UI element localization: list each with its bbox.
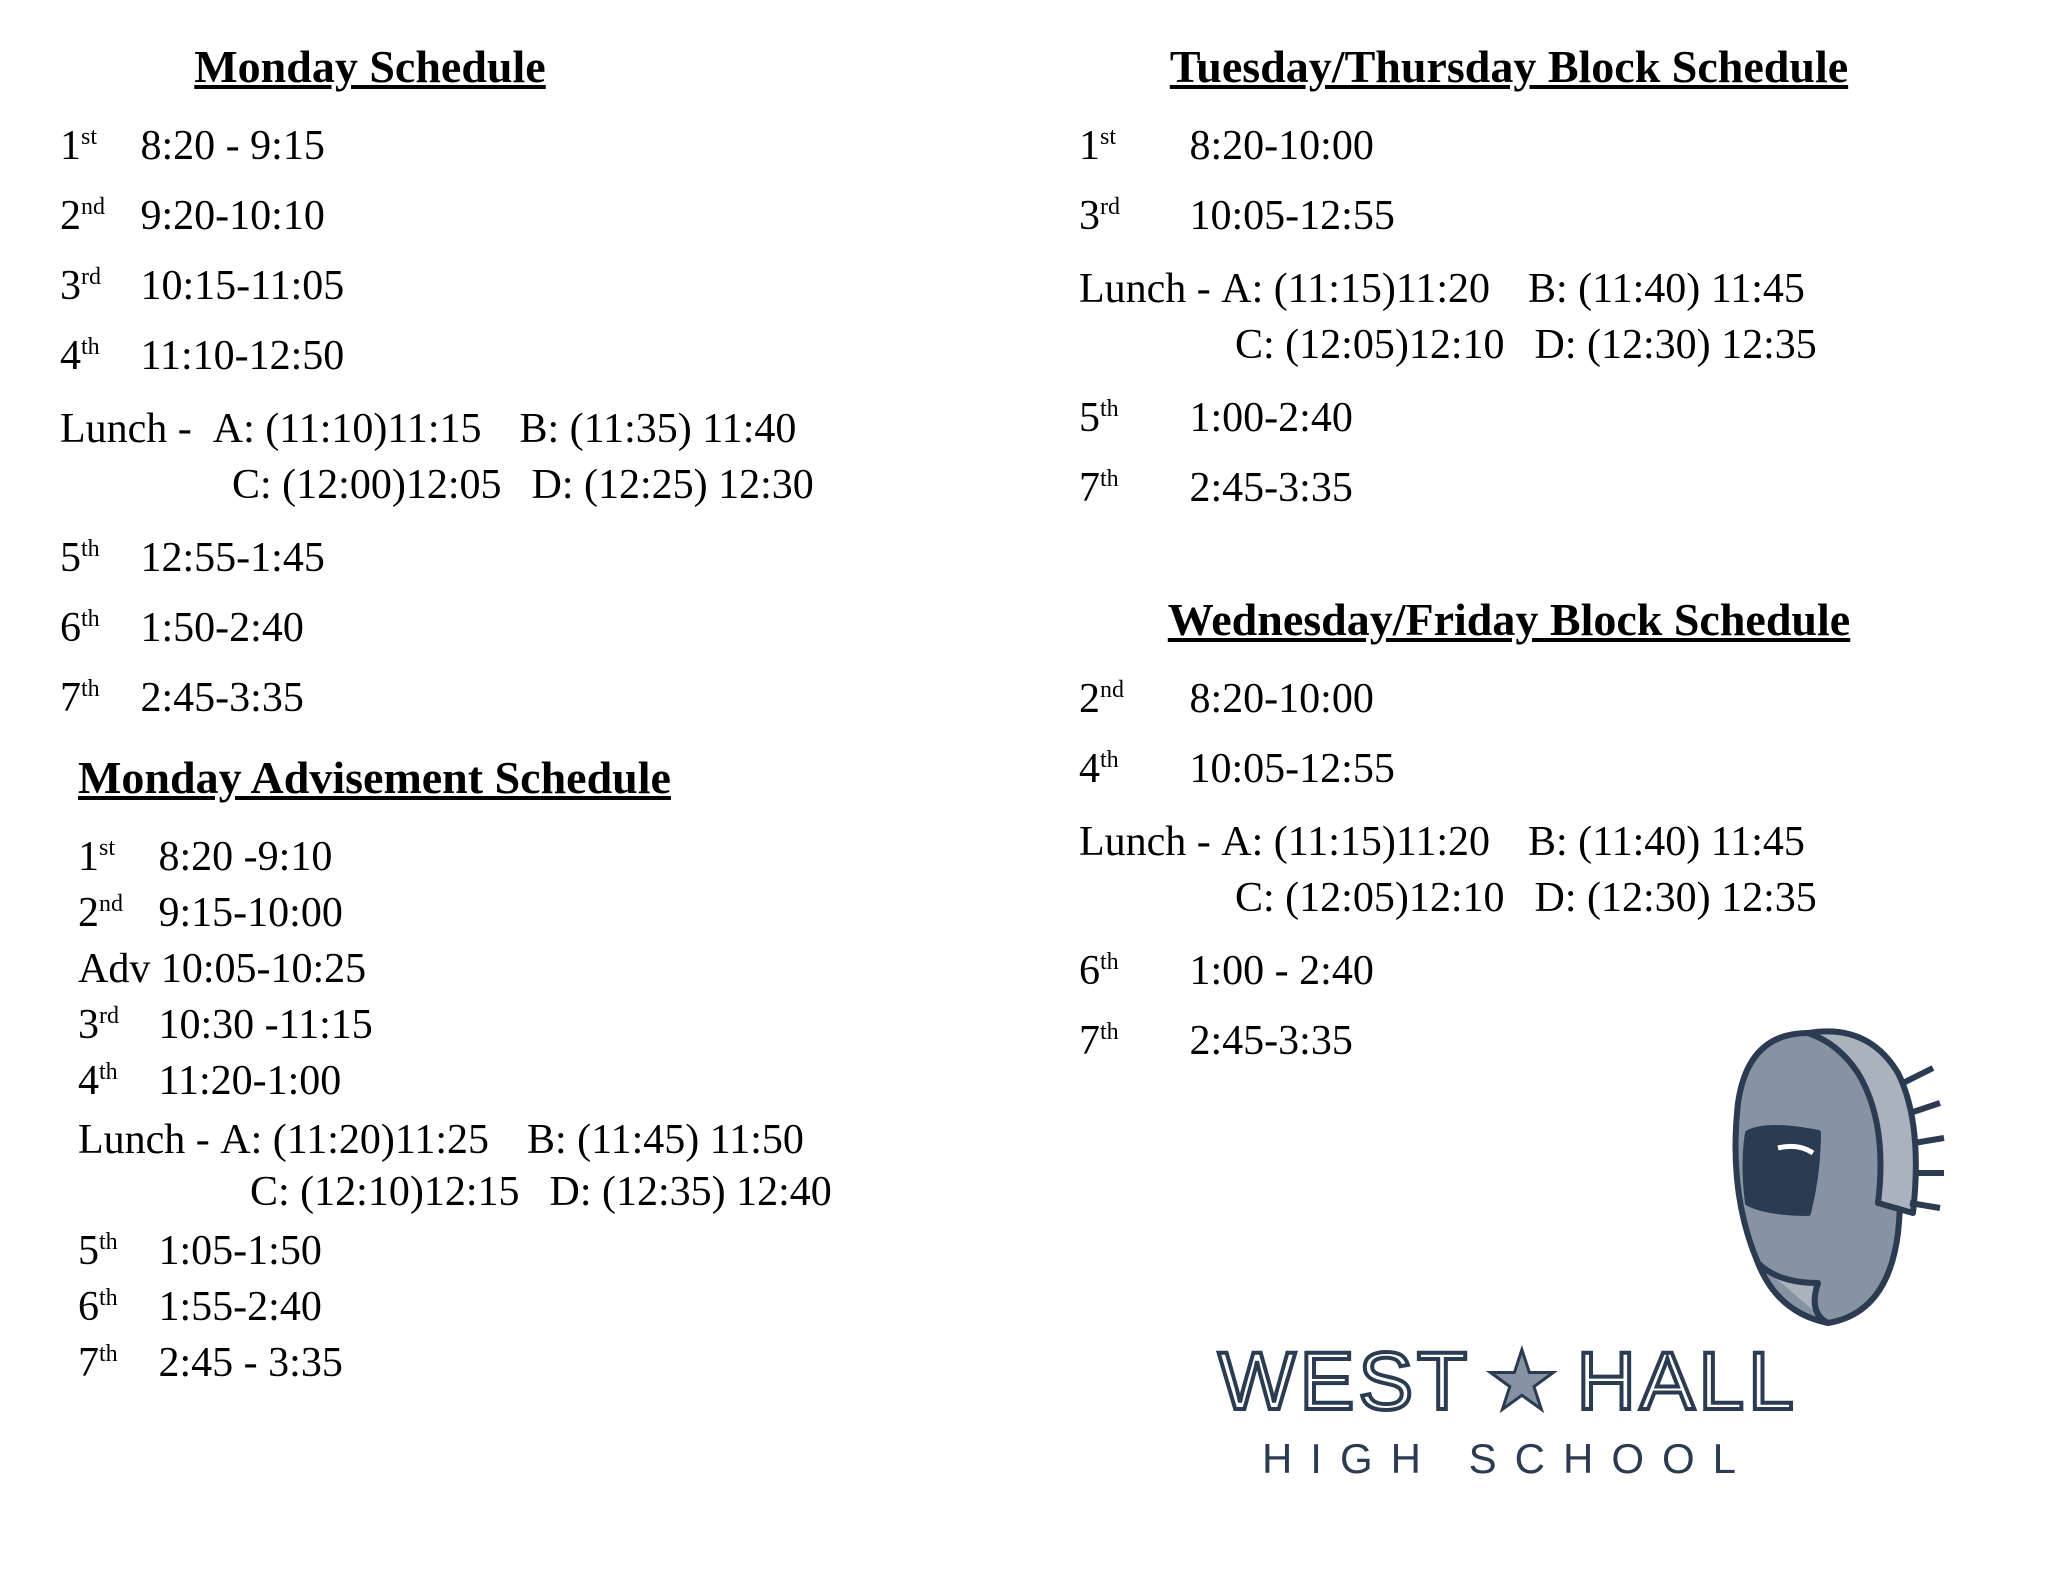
period-row: 3rd 10:05-12:55 [1079, 195, 1998, 237]
period-row: 2nd 9:15-10:00 [78, 892, 979, 934]
school-wordmark: WEST ★ HALL [1218, 1334, 1798, 1429]
period-row: 3rd 10:30 -11:15 [78, 1004, 979, 1046]
period-row: 5th 1:00-2:40 [1079, 397, 1998, 439]
spartan-mascot-icon [1688, 1013, 1948, 1333]
period-row: 6th 1:50-2:40 [60, 607, 979, 649]
school-subtitle: HIGH SCHOOL [1058, 1435, 1958, 1483]
star-icon: ★ [1485, 1334, 1563, 1429]
tue-thu-title: Tuesday/Thursday Block Schedule [1079, 40, 1939, 93]
period-row: 7th 2:45-3:35 [1079, 467, 1998, 509]
period-row: 1st 8:20-10:00 [1079, 125, 1998, 167]
lunch-row: Lunch - A: (11:20)11:25B: (11:45) 11:50 [78, 1116, 979, 1164]
lunch-row: Lunch - A: (11:15)11:20B: (11:40) 11:45 [1079, 265, 1998, 313]
period-row: 4th 11:10-12:50 [60, 335, 979, 377]
right-column: Tuesday/Thursday Block Schedule 1st 8:20… [1019, 40, 1998, 1543]
lunch-row: Lunch - A: (11:15)11:20B: (11:40) 11:45 [1079, 818, 1998, 866]
period-row: 2nd 9:20-10:10 [60, 195, 979, 237]
period-row: 3rd 10:15-11:05 [60, 265, 979, 307]
schedule-document: Monday Schedule 1st 8:20 - 9:15 2nd 9:20… [0, 0, 2048, 1583]
advisement-title: Monday Advisement Schedule [78, 751, 979, 804]
period-row: 7th 2:45-3:35 [60, 677, 979, 719]
period-row: 1st 8:20 - 9:15 [60, 125, 979, 167]
wed-fri-title: Wednesday/Friday Block Schedule [1079, 593, 1939, 646]
school-logo: WEST ★ HALL HIGH SCHOOL [1058, 1334, 1958, 1483]
lunch-row: C: (12:05)12:10D: (12:30) 12:35 [1079, 321, 1998, 369]
monday-title: Monday Schedule [60, 40, 680, 93]
lunch-row: C: (12:05)12:10D: (12:30) 12:35 [1079, 874, 1998, 922]
period-row: 2nd 8:20-10:00 [1079, 678, 1998, 720]
period-row: 7th 2:45 - 3:35 [78, 1342, 979, 1384]
lunch-row: Lunch - A: (11:10)11:15B: (11:35) 11:40 [60, 405, 979, 453]
lunch-row: C: (12:10)12:15D: (12:35) 12:40 [78, 1168, 979, 1216]
period-row: 6th 1:00 - 2:40 [1079, 950, 1998, 992]
lunch-row: C: (12:00)12:05D: (12:25) 12:30 [60, 461, 979, 509]
left-column: Monday Schedule 1st 8:20 - 9:15 2nd 9:20… [60, 40, 1019, 1543]
period-row: 5th 12:55-1:45 [60, 537, 979, 579]
period-row: 1st 8:20 -9:10 [78, 836, 979, 878]
period-row: 4th 11:20-1:00 [78, 1060, 979, 1102]
period-row: 5th 1:05-1:50 [78, 1230, 979, 1272]
adv-row: Adv 10:05-10:25 [78, 948, 979, 990]
period-row: 4th 10:05-12:55 [1079, 748, 1998, 790]
period-row: 6th 1:55-2:40 [78, 1286, 979, 1328]
